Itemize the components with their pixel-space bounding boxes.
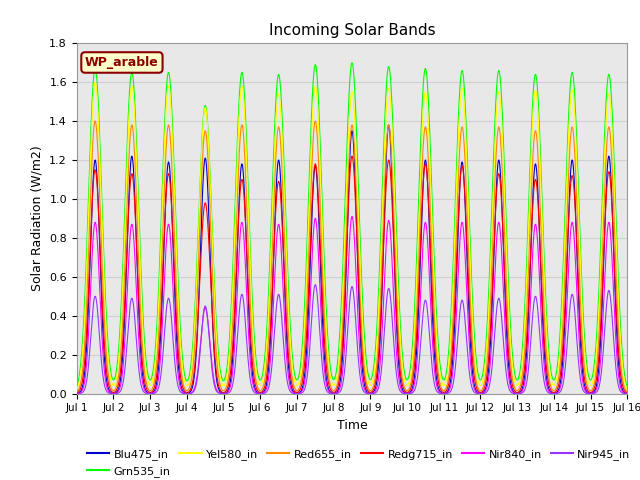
Text: WP_arable: WP_arable bbox=[85, 56, 159, 69]
Title: Incoming Solar Bands: Incoming Solar Bands bbox=[269, 23, 435, 38]
X-axis label: Time: Time bbox=[337, 419, 367, 432]
Y-axis label: Solar Radiation (W/m2): Solar Radiation (W/m2) bbox=[31, 145, 44, 291]
Legend: Blu475_in, Grn535_in, Yel580_in, Red655_in, Redg715_in, Nir840_in, Nir945_in: Blu475_in, Grn535_in, Yel580_in, Red655_… bbox=[83, 444, 635, 480]
